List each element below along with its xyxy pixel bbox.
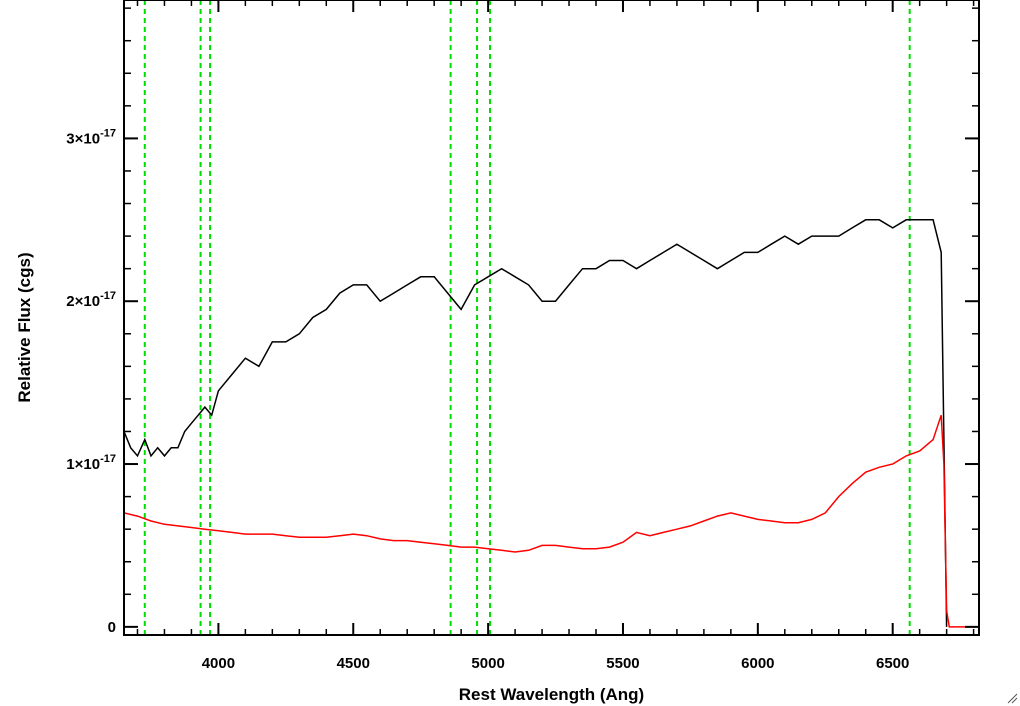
y-tick-label: 0	[108, 619, 116, 636]
x-axis-title: Rest Wavelength (Ang)	[459, 685, 644, 704]
emission-line-markers	[143, 0, 911, 635]
y-tick-label: 3×10-17	[66, 127, 116, 147]
x-tick-label: 5000	[471, 655, 504, 672]
x-tick-label: 4500	[337, 655, 370, 672]
x-tick-label: 4000	[202, 655, 235, 672]
resize-grip-icon[interactable]	[1006, 692, 1018, 704]
plot-frame	[123, 0, 980, 636]
y-tick-label: 2×10-17	[66, 290, 116, 310]
series-line-red	[123, 414, 979, 628]
y-axis-title: Relative Flux (cgs)	[15, 252, 34, 402]
series-line-black	[123, 219, 948, 627]
y-tick-label: 1×10-17	[66, 453, 116, 473]
error-spectrum	[123, 414, 979, 628]
x-axis: 4000 4500 5000 5500 6000 6500	[136, 0, 975, 672]
observed-spectrum	[123, 219, 948, 627]
x-tick-label: 6500	[876, 655, 909, 672]
x-tick-label: 5500	[606, 655, 639, 672]
x-tick-label: 6000	[741, 655, 774, 672]
y-axis: 0 1×10-17 2×10-17 3×10-17	[66, 7, 979, 636]
